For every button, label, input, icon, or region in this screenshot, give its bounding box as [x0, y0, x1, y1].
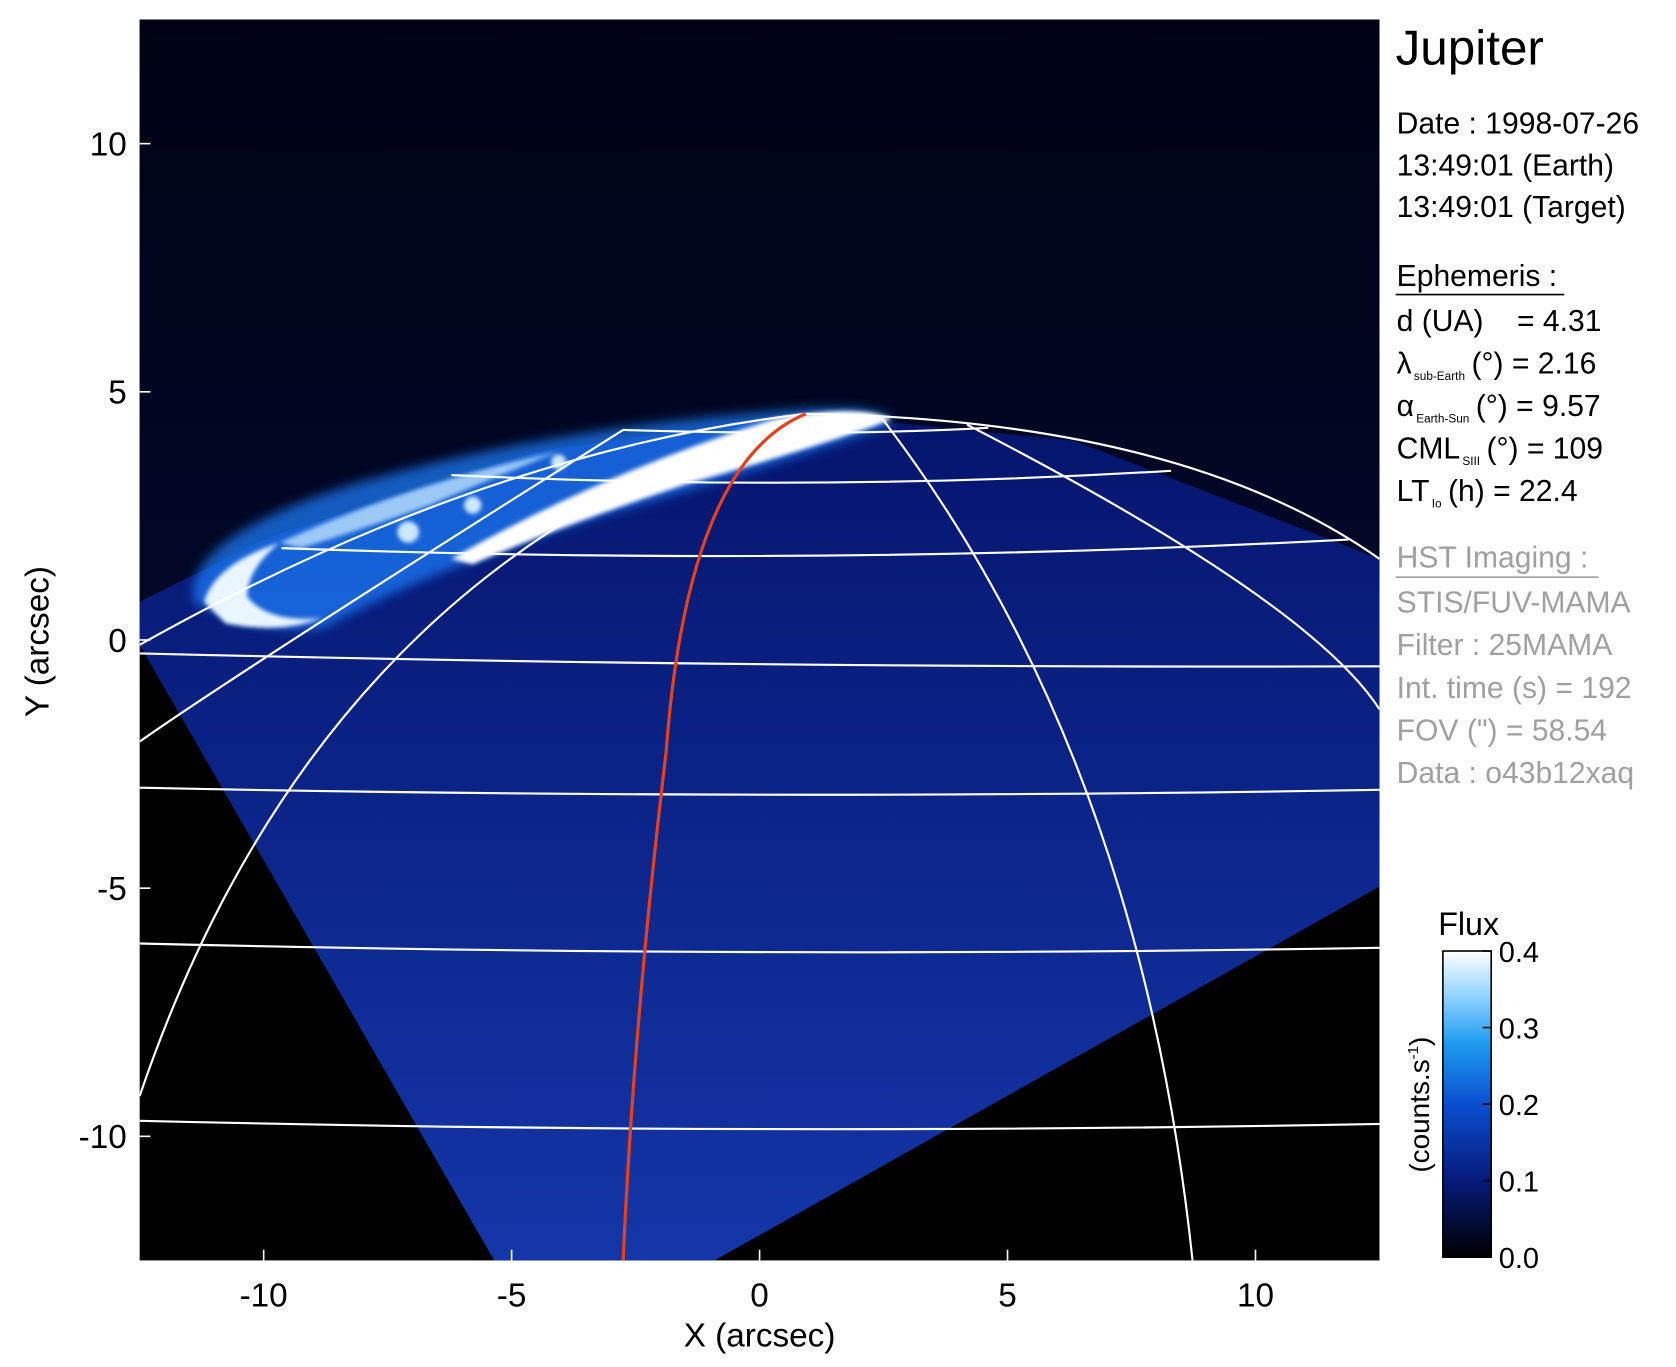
io-footprint [621, 412, 807, 1261]
observation-line: 13:49:01 (Target) [1397, 191, 1626, 224]
imaging-title: HST Imaging : [1397, 541, 1589, 574]
label-end: ) [1404, 1037, 1435, 1046]
subscript: sub-Earth [1414, 369, 1465, 383]
ephemeris-line: λ sub-Earth (°) = 2.16 [1397, 348, 1597, 383]
info-panel: Date : 1998-07-26 13:49:01 (Earth) 13:49:0… [1395, 107, 1639, 790]
imaging-line: Data : o43b12xaq [1397, 757, 1634, 790]
x-tick-label: 0 [750, 1278, 769, 1315]
imaging-line: Int. time (s) = 192 [1397, 672, 1632, 705]
symbol: λ [1397, 348, 1412, 381]
ephemeris-title: Ephemeris : [1397, 260, 1557, 293]
sky [139, 19, 1380, 602]
colorbar-tick-label: 0.0 [1499, 1243, 1539, 1275]
x-tick-label: -10 [240, 1278, 288, 1315]
observation-line: 13:49:01 (Earth) [1397, 149, 1614, 182]
value: (°) = 9.57 [1476, 390, 1601, 423]
observation-line: Date : 1998-07-26 [1397, 107, 1639, 140]
ephemeris-line: d (UA) = 4.31 [1397, 305, 1602, 338]
y-tick-label: -5 [97, 871, 127, 908]
value: (°) = 2.16 [1471, 348, 1596, 381]
symbol: CML [1397, 432, 1461, 465]
y-axis-label: Y (arcsec) [19, 566, 56, 717]
symbol: LT [1397, 475, 1430, 508]
colorbar-tick-label: 0.3 [1499, 1013, 1539, 1045]
image-layer [139, 19, 1380, 1261]
x-tick-label: 10 [1237, 1278, 1274, 1315]
title: Jupiter [1396, 21, 1544, 76]
value: (h) = 22.4 [1448, 475, 1578, 508]
x-tick-label: 5 [998, 1278, 1017, 1315]
x-axis-label: X (arcsec) [684, 1317, 836, 1354]
subscript: SIII [1462, 454, 1480, 468]
ephemeris-line: CML SIII (°) = 109 [1397, 432, 1603, 467]
colorbar-tick-label: 0.2 [1499, 1090, 1539, 1122]
colorbar-tick-label: 0.1 [1499, 1166, 1539, 1198]
imaging-line: Filter : 25MAMA [1397, 629, 1613, 662]
subscript: Earth-Sun [1416, 411, 1469, 425]
symbol: α [1397, 390, 1414, 423]
y-tick-label: 10 [90, 126, 127, 163]
y-tick-label: 0 [108, 623, 127, 660]
y-tick-label: -10 [79, 1119, 127, 1156]
value: (°) = 109 [1486, 432, 1603, 465]
y-tick-label: 5 [108, 375, 127, 412]
label-sup: -1 [1405, 1046, 1422, 1059]
ephemeris-line: LT Io (h) = 22.4 [1397, 475, 1578, 510]
subscript: Io [1432, 496, 1442, 510]
colorbar-tick-label: 0.4 [1499, 937, 1539, 969]
axes: -10 -5 0 5 10 -10 -5 0 5 10 [79, 126, 1274, 1314]
value: d (UA) = 4.31 [1397, 305, 1602, 338]
x-tick-label: -5 [497, 1278, 527, 1315]
label-text: (counts.s [1404, 1059, 1435, 1172]
colorbar-title: Flux [1438, 906, 1499, 942]
ephemeris-line: α Earth-Sun (°) = 9.57 [1397, 390, 1601, 425]
imaging-line: STIS/FUV-MAMA [1397, 587, 1631, 620]
colorbar-label: (counts.s-1) [1404, 1037, 1435, 1173]
imaging-line: FOV (") = 58.54 [1397, 715, 1607, 748]
